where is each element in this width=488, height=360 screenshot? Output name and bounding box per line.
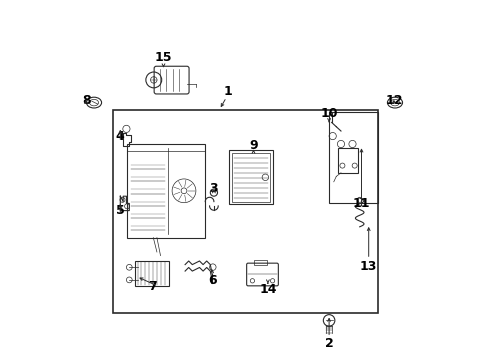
Text: 8: 8	[81, 94, 90, 107]
Text: 1: 1	[224, 85, 232, 98]
Bar	[134, 261, 168, 286]
Text: 9: 9	[249, 139, 257, 152]
Text: 13: 13	[359, 260, 377, 273]
Bar	[127, 144, 204, 238]
Text: 15: 15	[154, 51, 172, 64]
Text: 6: 6	[207, 274, 216, 287]
Bar	[228, 150, 272, 204]
Text: 14: 14	[259, 283, 276, 296]
Text: 11: 11	[352, 197, 369, 210]
Text: 12: 12	[385, 94, 402, 107]
Text: 10: 10	[320, 107, 337, 120]
Text: 7: 7	[148, 280, 157, 293]
Text: 2: 2	[324, 337, 333, 350]
Bar	[254, 260, 266, 265]
Bar	[328, 112, 377, 203]
Bar	[113, 110, 377, 313]
Text: 3: 3	[209, 183, 218, 195]
Bar	[231, 153, 269, 202]
Bar	[337, 148, 357, 173]
Text: 4: 4	[116, 130, 124, 143]
Text: 5: 5	[116, 204, 124, 217]
